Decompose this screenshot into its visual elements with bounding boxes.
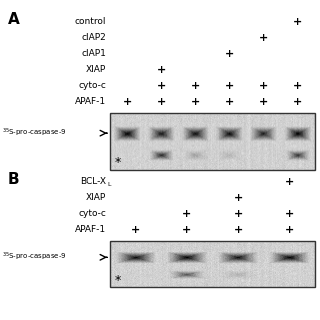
Text: +: +	[293, 97, 302, 107]
Text: +: +	[225, 81, 234, 91]
Text: control: control	[75, 18, 106, 27]
Text: cIAP1: cIAP1	[81, 50, 106, 59]
Text: +: +	[156, 65, 166, 75]
Text: +: +	[259, 33, 268, 43]
Text: cyto-c: cyto-c	[78, 210, 106, 219]
Text: L: L	[107, 182, 110, 188]
Text: +: +	[156, 97, 166, 107]
Text: +: +	[293, 17, 302, 27]
Text: +: +	[234, 209, 243, 219]
Text: +: +	[191, 97, 200, 107]
Text: +: +	[285, 225, 294, 235]
Bar	[110, 241, 315, 287]
Text: +: +	[123, 97, 132, 107]
Text: +: +	[259, 97, 268, 107]
Text: XIAP: XIAP	[86, 66, 106, 75]
Text: +: +	[285, 177, 294, 187]
Text: +: +	[234, 193, 243, 203]
Text: +: +	[182, 225, 191, 235]
Text: +: +	[285, 209, 294, 219]
Text: *: *	[115, 274, 121, 287]
Text: $^{35}$S-pro-caspase-9: $^{35}$S-pro-caspase-9	[2, 251, 67, 263]
Text: +: +	[191, 81, 200, 91]
Text: +: +	[131, 225, 140, 235]
Text: +: +	[225, 49, 234, 59]
Text: cIAP2: cIAP2	[81, 34, 106, 43]
Text: $^{35}$S-pro-caspase-9: $^{35}$S-pro-caspase-9	[2, 127, 67, 139]
Text: +: +	[259, 81, 268, 91]
Text: +: +	[182, 209, 191, 219]
Text: APAF-1: APAF-1	[75, 98, 106, 107]
Text: +: +	[225, 97, 234, 107]
Text: APAF-1: APAF-1	[75, 226, 106, 235]
Text: +: +	[234, 225, 243, 235]
Bar	[110, 113, 315, 170]
Text: A: A	[8, 12, 20, 27]
Text: +: +	[156, 81, 166, 91]
Text: *: *	[115, 156, 121, 169]
Text: cyto-c: cyto-c	[78, 82, 106, 91]
Text: XIAP: XIAP	[86, 194, 106, 203]
Text: BCL-X: BCL-X	[80, 178, 106, 187]
Text: +: +	[293, 81, 302, 91]
Text: B: B	[8, 172, 20, 187]
